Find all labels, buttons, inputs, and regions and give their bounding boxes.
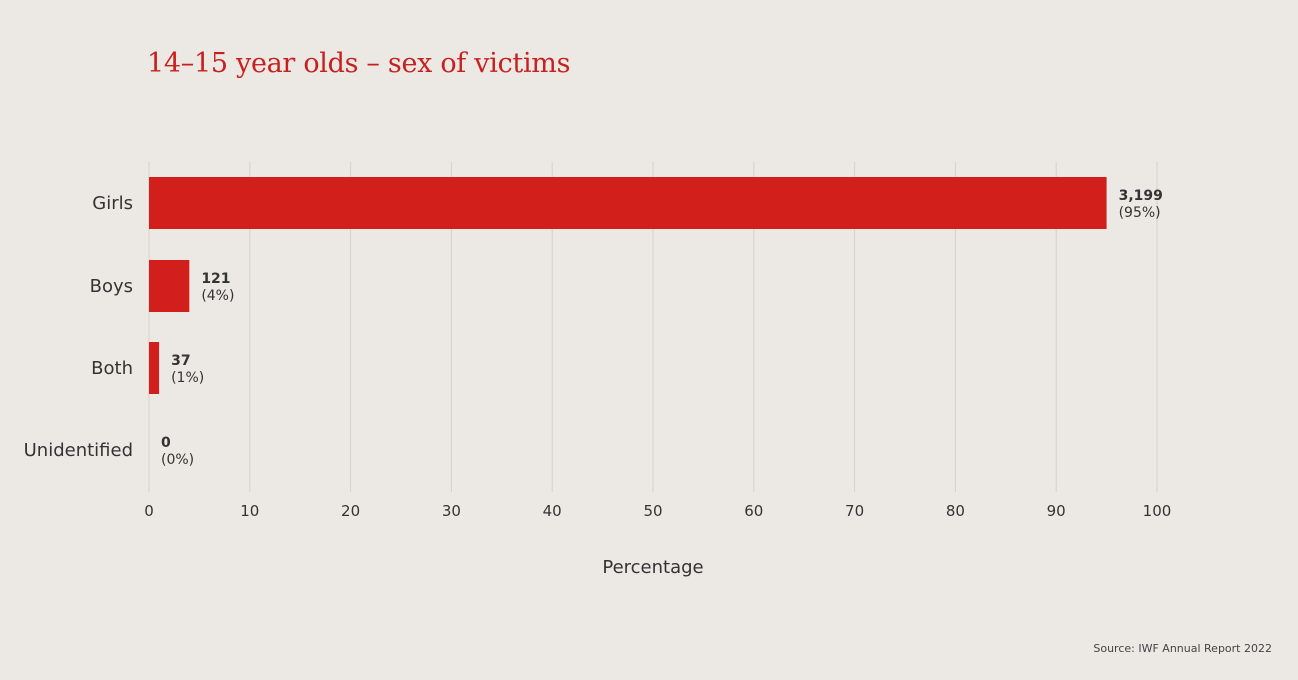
category-label: Unidentified bbox=[24, 440, 133, 461]
x-tick-label: 20 bbox=[341, 502, 360, 520]
chart-title: 14–15 year olds – sex of victims bbox=[147, 48, 571, 79]
value-percent-label: (4%) bbox=[201, 288, 234, 304]
category-labels: Girls Boys Both Unidentified bbox=[24, 193, 133, 461]
value-count-label: 3,199 bbox=[1119, 188, 1163, 204]
x-tick-label: 60 bbox=[744, 502, 763, 520]
value-labels: 3,199(95%) 121(4%) 37(1%) 0(0%) bbox=[161, 188, 1163, 468]
bars bbox=[149, 177, 1107, 394]
x-tick-label: 40 bbox=[543, 502, 562, 520]
x-axis-title: Percentage bbox=[602, 557, 703, 578]
x-tick-label: 50 bbox=[643, 502, 662, 520]
category-label: Boys bbox=[90, 276, 133, 297]
x-tick-label: 0 bbox=[144, 502, 154, 520]
x-tick-label: 10 bbox=[240, 502, 259, 520]
value-count-label: 37 bbox=[171, 353, 190, 369]
category-label: Both bbox=[91, 358, 133, 379]
x-tick-label: 90 bbox=[1047, 502, 1066, 520]
value-count-label: 0 bbox=[161, 435, 171, 451]
bar-boys bbox=[149, 260, 190, 312]
x-tick-label: 30 bbox=[442, 502, 461, 520]
value-percent-label: (1%) bbox=[171, 370, 204, 386]
value-count-label: 121 bbox=[201, 271, 230, 287]
x-tick-label: 80 bbox=[946, 502, 965, 520]
bar-both bbox=[149, 342, 160, 394]
source-note: Source: IWF Annual Report 2022 bbox=[1093, 642, 1272, 655]
x-tick-label: 70 bbox=[845, 502, 864, 520]
category-label: Girls bbox=[92, 193, 133, 214]
value-percent-label: (0%) bbox=[161, 452, 194, 468]
bar-girls bbox=[149, 177, 1107, 229]
value-percent-label: (95%) bbox=[1119, 205, 1161, 221]
x-tick-label: 100 bbox=[1143, 502, 1172, 520]
x-tick-labels: 0 10 20 30 40 50 60 70 80 90 100 bbox=[144, 502, 1171, 520]
